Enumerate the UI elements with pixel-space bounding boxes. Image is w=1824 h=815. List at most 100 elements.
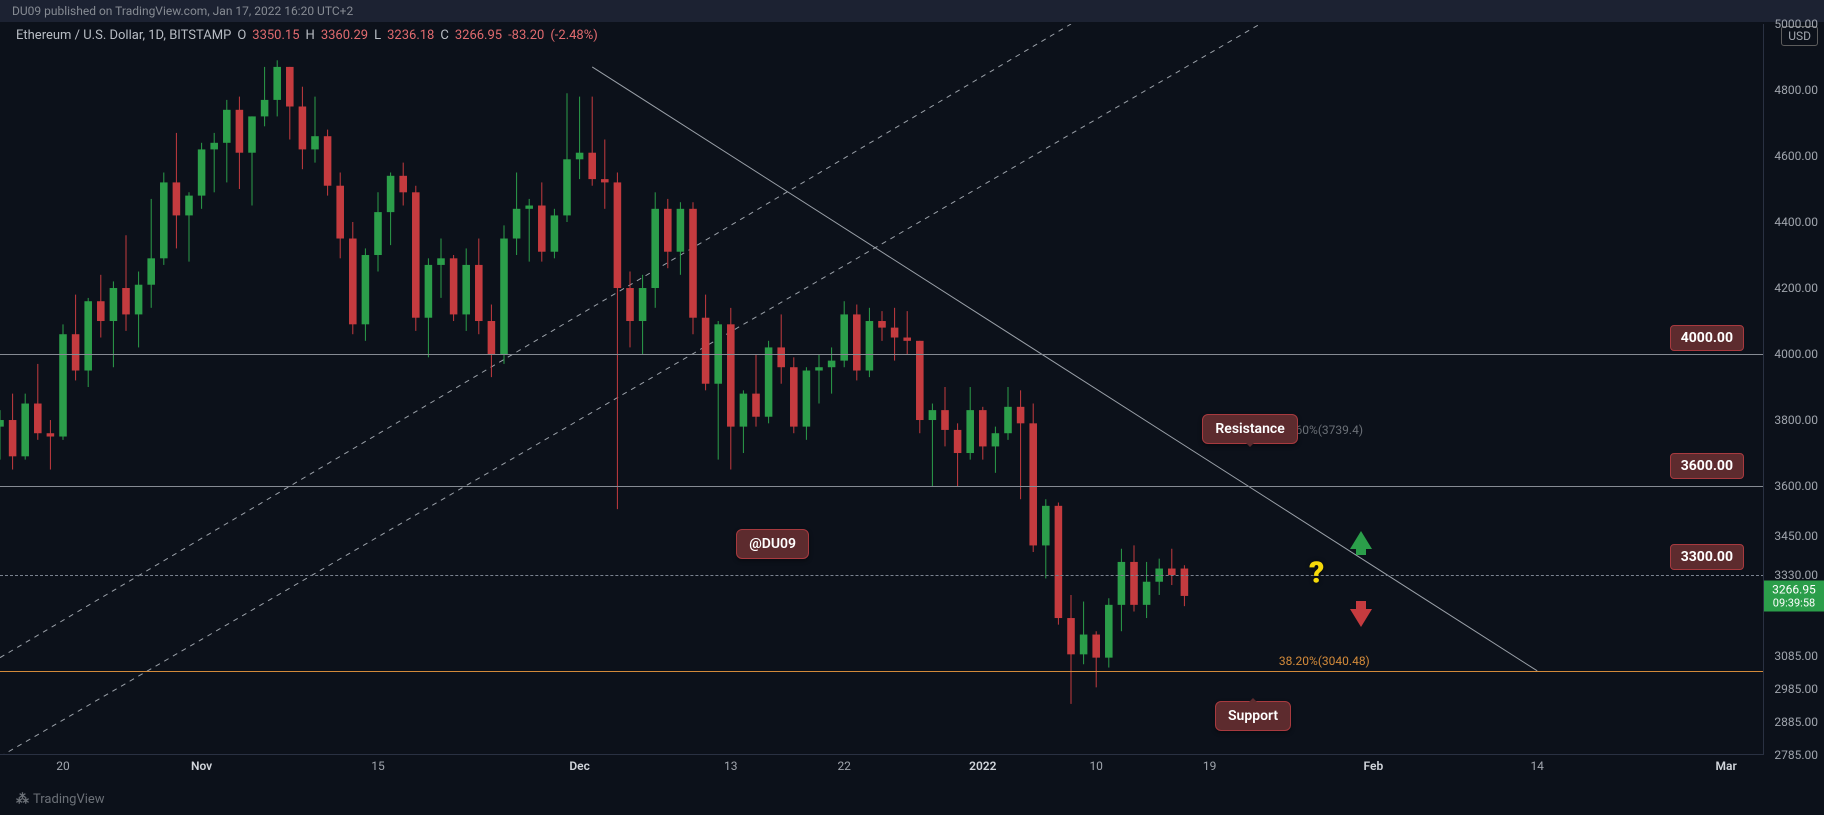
candle xyxy=(437,258,445,265)
candle xyxy=(727,324,735,426)
candle xyxy=(311,136,319,149)
candle xyxy=(966,410,974,453)
candle xyxy=(614,182,622,288)
x-tick: 15 xyxy=(371,759,385,773)
candle xyxy=(72,334,80,370)
y-tick: 4400.00 xyxy=(1774,215,1818,229)
price-dash-line xyxy=(0,575,1764,576)
candle xyxy=(941,410,949,430)
candle xyxy=(1067,618,1075,654)
candle xyxy=(399,176,407,193)
x-tick: 2022 xyxy=(969,759,996,773)
candle xyxy=(689,209,697,318)
arrow-down-icon xyxy=(1350,609,1372,627)
h-line xyxy=(0,671,1764,672)
watermark-text: TradingView xyxy=(33,792,105,807)
candle xyxy=(450,258,458,314)
publish-text: DU09 published on TradingView.com, Jan 1… xyxy=(12,4,353,18)
candle xyxy=(1105,605,1113,658)
candle xyxy=(286,67,294,107)
candle xyxy=(639,288,647,321)
candle xyxy=(740,394,748,427)
candle xyxy=(462,265,470,315)
candle xyxy=(336,186,344,239)
x-tick: 10 xyxy=(1089,759,1103,773)
candle xyxy=(1029,423,1037,545)
candle xyxy=(903,338,911,341)
candle xyxy=(1181,569,1189,596)
x-tick: Feb xyxy=(1364,759,1384,773)
y-tick: 4000.00 xyxy=(1774,347,1818,361)
candle xyxy=(374,212,382,255)
x-tick: 13 xyxy=(724,759,738,773)
candle xyxy=(752,394,760,417)
candle xyxy=(425,265,433,318)
candle xyxy=(210,143,218,150)
candle xyxy=(601,179,609,182)
y-tick: 3450.00 xyxy=(1774,529,1818,543)
candle xyxy=(261,100,269,117)
candle xyxy=(765,347,773,416)
y-tick: 2885.00 xyxy=(1774,715,1818,729)
candle xyxy=(853,314,861,370)
candle xyxy=(1017,407,1025,424)
candle xyxy=(236,110,244,153)
question-mark-icon: ? xyxy=(1309,556,1324,591)
candle xyxy=(160,182,168,258)
x-tick: 19 xyxy=(1203,759,1217,773)
candle xyxy=(588,153,596,179)
candle xyxy=(9,420,17,456)
candle xyxy=(1042,506,1050,546)
x-tick: 14 xyxy=(1530,759,1544,773)
candle xyxy=(122,288,130,314)
candle xyxy=(248,116,256,152)
plot-area[interactable]: 38.20%(3040.48)23.60%(3739.4)ResistanceS… xyxy=(0,24,1764,755)
candle xyxy=(551,215,559,251)
candle xyxy=(664,209,672,252)
candle xyxy=(47,433,55,436)
candle xyxy=(891,328,899,338)
candle xyxy=(1092,635,1100,658)
arrow-up-icon xyxy=(1350,531,1372,549)
candle xyxy=(563,159,571,215)
y-tick: 3085.00 xyxy=(1774,649,1818,663)
candle xyxy=(185,196,193,216)
x-tick: Nov xyxy=(191,759,212,773)
h-line xyxy=(0,486,1764,487)
candle xyxy=(1004,407,1012,433)
candle xyxy=(677,209,685,252)
candle xyxy=(59,334,67,436)
candle xyxy=(626,288,634,321)
countdown: 09:39:58 xyxy=(1764,596,1824,609)
candle xyxy=(1055,506,1063,618)
candle xyxy=(475,265,483,321)
candle xyxy=(651,209,659,288)
candle xyxy=(324,136,332,186)
candle xyxy=(790,367,798,426)
x-tick: Dec xyxy=(569,759,590,773)
candle xyxy=(525,206,533,209)
candle xyxy=(878,321,886,328)
fib-label: 38.20%(3040.48) xyxy=(1279,654,1370,668)
candle xyxy=(198,149,206,195)
trend-overlay xyxy=(0,24,1764,755)
candle xyxy=(702,318,710,384)
candle xyxy=(147,258,155,284)
y-tick: 4600.00 xyxy=(1774,149,1818,163)
candle xyxy=(538,206,546,252)
price-label: 3300.00 xyxy=(1670,544,1744,570)
y-tick: 2985.00 xyxy=(1774,682,1818,696)
candle xyxy=(992,433,1000,446)
y-tick: 5000.00 xyxy=(1774,17,1818,31)
candle xyxy=(349,239,357,325)
h-line xyxy=(0,354,1764,355)
callout-resistance: Resistance xyxy=(1202,414,1297,444)
x-axis: 20Nov15Dec132220221019Feb14Mar xyxy=(0,754,1764,775)
candle xyxy=(1118,562,1126,605)
candle xyxy=(1143,582,1151,605)
candle xyxy=(273,67,281,100)
candle xyxy=(362,255,370,324)
y-tick: 4200.00 xyxy=(1774,281,1818,295)
callout-author: @DU09 xyxy=(736,529,809,559)
candle xyxy=(223,110,231,143)
